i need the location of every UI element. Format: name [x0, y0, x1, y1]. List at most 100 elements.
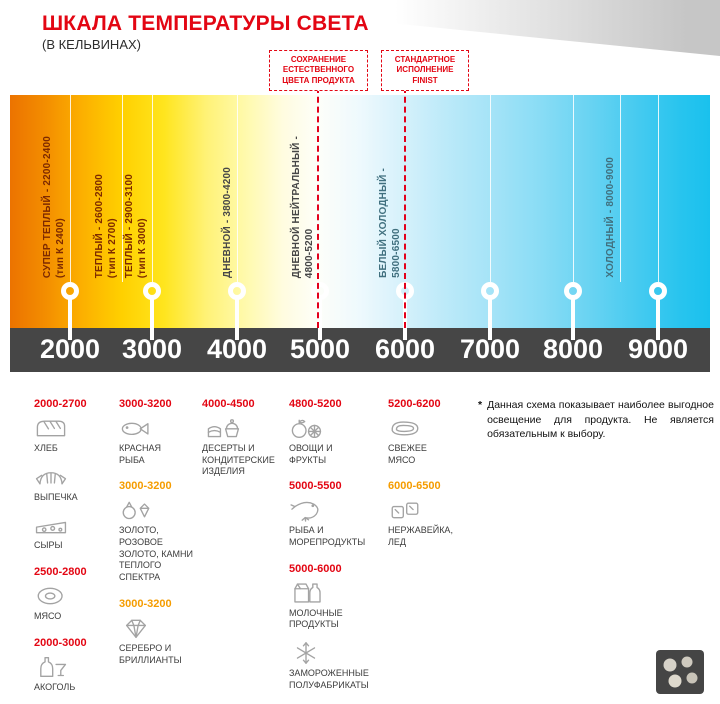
food-label: НЕРЖАВЕЙКА, ЛЕД	[388, 525, 453, 548]
snowflake-frozen-icon	[289, 641, 323, 665]
range-heading: 4000-4500	[202, 398, 255, 410]
food-column-3: 4000-4500 ДЕСЕРТЫ И КОНДИТЕРСКИЕ ИЗДЕЛИЯ	[202, 396, 288, 488]
food-item: СЕРЕБРО И БРИЛЛИАНТЫ	[119, 616, 201, 666]
diamond-icon	[119, 616, 153, 640]
scale-marker-dot-2000	[61, 282, 79, 300]
band-text: (тип К 2700)	[107, 217, 118, 278]
band-guide-line	[237, 95, 238, 282]
band-label-warm-2700: ТЕПЛЫЙ - 2600-2800 (тип К 2700)	[93, 174, 119, 278]
callout-standard-finist: СТАНДАРТНОЕ ИСПОЛНЕНИЕ FINIST	[381, 50, 469, 92]
food-label: ОВОЩИ И ФРУКТЫ	[289, 443, 333, 465]
fish-icon	[119, 416, 153, 440]
food-column-5: 5200-6200 СВЕЖЕЕ МЯСО 6000-6500 НЕРЖАВЕЙ…	[388, 396, 470, 559]
range-heading: 2000-2700	[34, 398, 87, 410]
food-label: ЗОЛОТО, РОЗОВОЕ ЗОЛОТО, КАМНИ ТЕПЛОГО СП…	[119, 525, 193, 583]
band-text: ДНЕВНОЙ - 3800-4200	[222, 167, 233, 278]
callout-natural-color: СОХРАНЕНИЕ ЕСТЕСТВЕННОГО ЦВЕТА ПРОДУКТА	[269, 50, 368, 92]
food-item: ДЕСЕРТЫ И КОНДИТЕРСКИЕ ИЗДЕЛИЯ	[202, 416, 288, 478]
scale-marker-stem	[318, 299, 322, 340]
scale-marker-stem	[656, 299, 660, 340]
food-label: АКОГОЛЬ	[34, 681, 76, 692]
food-item: НЕРЖАВЕЙКА, ЛЕД	[388, 498, 470, 548]
band-guide-line	[122, 95, 123, 282]
range-heading: 2000-3000	[34, 636, 87, 649]
food-item: ОВОЩИ И ФРУКТЫ	[289, 416, 383, 466]
food-item: МЯСО	[34, 584, 118, 623]
band-guide-line	[658, 95, 659, 282]
page-title: ШКАЛА ТЕМПЕРАТУРЫ СВЕТА	[42, 12, 369, 35]
band-guide-line	[490, 95, 491, 282]
band-text: СУПЕР ТЕПЛЫЙ - 2200-2400	[42, 135, 53, 278]
band-label-cold: ХОЛОДНЫЙ - 8000-9000	[604, 157, 617, 278]
food-item: СВЕЖЕЕ МЯСО	[388, 416, 470, 466]
scale-marker-dot-9000	[649, 282, 667, 300]
food-column-2: 3000-3200 КРАСНАЯ РЫБА 3000-3200 ЗОЛОТО,…	[119, 396, 201, 676]
food-item: ХЛЕБ	[34, 416, 118, 455]
food-item: ЗАМОРОЖЕННЫЕ ПОЛУФАБРИКАТЫ	[289, 641, 383, 691]
range-heading: 5200-6200	[388, 398, 441, 410]
band-text: (тип К 3000)	[137, 217, 148, 278]
band-text: 4800-5200	[304, 228, 315, 278]
fresh-meat-icon	[388, 416, 422, 440]
cheese-icon	[34, 513, 68, 537]
meat-icon	[34, 584, 68, 608]
scale-marker-dot-4000	[228, 282, 246, 300]
band-label-warm-3000: ТЕПЛЫЙ - 2900-3100 (тип К 3000)	[123, 174, 149, 278]
food-label: ЗАМОРОЖЕННЫЕ ПОЛУФАБРИКАТЫ	[289, 668, 369, 690]
food-label: ДЕСЕРТЫ И КОНДИТЕРСКИЕ ИЗДЕЛИЯ	[202, 443, 275, 477]
scale-marker-dot-8000	[564, 282, 582, 300]
food-label: РЫБА И МОРЕПРОДУКТЫ	[289, 525, 366, 548]
food-item: МОЛОЧНЫЕ ПРОДУКТЫ	[289, 581, 383, 631]
food-item: ВЫПЕЧКА	[34, 465, 118, 504]
seafood-icon	[289, 498, 323, 522]
range-heading: 5000-5500	[289, 480, 342, 493]
range-heading: 3000-3200	[119, 480, 172, 493]
food-column-4: 4800-5200 ОВОЩИ И ФРУКТЫ 5000-5500 РЫБА …	[289, 396, 383, 702]
scale-marker-dot-3000	[143, 282, 161, 300]
gold-jewels-icon	[119, 498, 153, 522]
band-text: ХОЛОДНЫЙ - 8000-9000	[605, 157, 616, 278]
range-heading: 6000-6500	[388, 480, 441, 493]
band-guide-line	[620, 95, 621, 282]
dessert-icon	[202, 416, 244, 440]
scale-marker-stem	[488, 299, 492, 340]
band-label-daylight: ДНЕВНОЙ - 3800-4200	[221, 167, 234, 278]
scale-marker-dot-5000	[311, 282, 329, 300]
band-text: ТЕПЛЫЙ - 2600-2800	[94, 173, 105, 278]
band-guide-line	[70, 95, 71, 282]
scale-marker-stem	[68, 299, 72, 340]
temperature-gradient-bar: СУПЕР ТЕПЛЫЙ - 2200-2400 (тип К 2400) ТЕП…	[10, 95, 710, 328]
food-item: КРАСНАЯ РЫБА	[119, 416, 201, 466]
food-item: АКОГОЛЬ	[34, 655, 118, 694]
food-label: СВЕЖЕЕ МЯСО	[388, 443, 427, 465]
food-item: ЗОЛОТО, РОЗОВОЕ ЗОЛОТО, КАМНИ ТЕПЛОГО СП…	[119, 498, 201, 583]
band-text: БЕЛЫЙ ХОЛОДНЫЙ -	[378, 168, 389, 278]
scale-marker-stem	[571, 299, 575, 340]
range-heading: 4800-5200	[289, 398, 342, 410]
dashed-line-5000k	[317, 87, 319, 328]
food-label: МЯСО	[34, 611, 62, 622]
page-subtitle: (В КЕЛЬВИНАХ)	[42, 37, 141, 52]
bread-icon	[34, 416, 68, 440]
food-label: СЫРЫ	[34, 540, 63, 551]
ice-cubes-icon	[388, 498, 422, 522]
scale-marker-stem	[235, 299, 239, 340]
band-guide-line	[573, 95, 574, 282]
footnote-text: Данная схема показывает наиболее выгодно…	[487, 399, 714, 441]
alcohol-icon	[34, 655, 68, 679]
band-guide-line	[152, 95, 153, 282]
food-column-1: 2000-2700 ХЛЕБ ВЫПЕЧКА СЫРЫ 2500-2800 МЯ…	[34, 396, 118, 703]
scale-marker-dot-7000	[481, 282, 499, 300]
footnote-asterisk: *	[478, 399, 483, 411]
corner-decoration	[395, 0, 720, 56]
kelvin-scale-bar: 2000 3000 4000 5000 6000 7000 8000 9000	[10, 328, 710, 372]
food-item: РЫБА И МОРЕПРОДУКТЫ	[289, 498, 383, 548]
band-label-cool-white: БЕЛЫЙ ХОЛОДНЫЙ -5800-6500	[377, 168, 403, 278]
scale-marker-stem	[150, 299, 154, 340]
food-photo-thumbnail	[656, 650, 704, 694]
fruits-vegetables-icon	[289, 416, 323, 440]
footnote: * Данная схема показывает наиболее выгод…	[478, 398, 714, 442]
range-heading: 3000-3200	[119, 398, 172, 410]
dairy-icon	[289, 581, 323, 605]
